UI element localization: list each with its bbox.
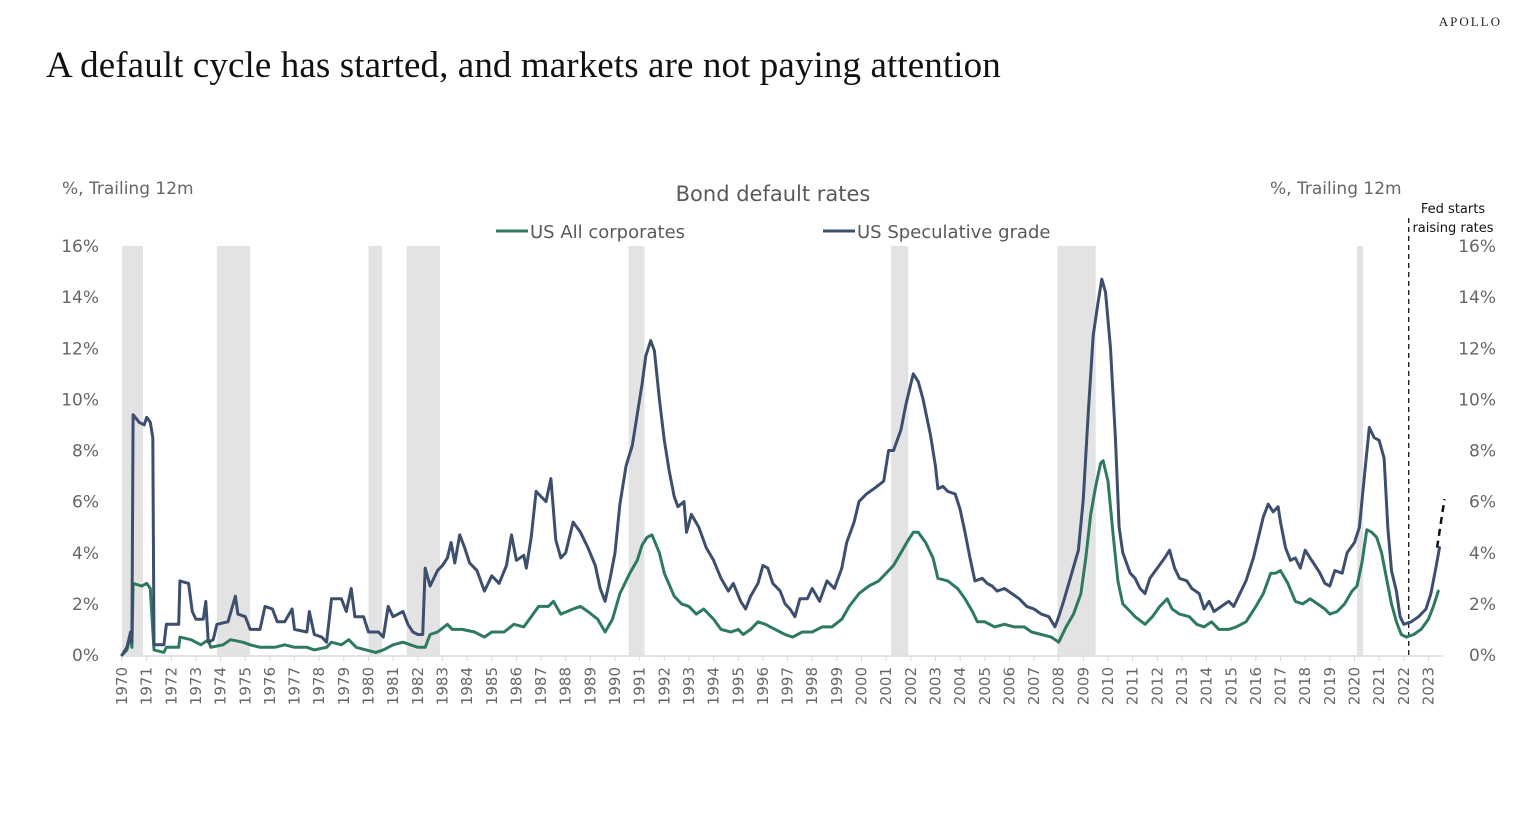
recession-band (216, 246, 251, 655)
series-lines (120, 277, 1441, 657)
x-tick-label: 2002 (902, 667, 920, 705)
x-tick-label: 1973 (187, 667, 205, 705)
x-tick-label: 1976 (261, 667, 279, 705)
y-tick-label-right: 6% (1469, 493, 1496, 513)
x-tick-label: 2012 (1148, 667, 1166, 705)
y-axis-left: 0% 2% 4% 6% 8% 10% 12% 14% 16% (61, 237, 99, 666)
x-tick-label: 1979 (335, 667, 353, 705)
x-tick-label: 2008 (1050, 667, 1068, 705)
x-tick-label: 1984 (458, 667, 476, 705)
x-tick-label: 2015 (1222, 667, 1240, 705)
x-tick-label: 1970 (113, 667, 131, 705)
x-axis: 1970 1971 1972 1973 1974 1975 1976 1977 1978 1979… (113, 656, 1437, 705)
recession-band (1057, 246, 1096, 655)
recession-band (1356, 246, 1364, 655)
right-axis-unit-label: %, Trailing 12m (1270, 179, 1402, 199)
recession-bands (122, 246, 1364, 655)
legend-label-speculative-grade: US Speculative grade (857, 222, 1050, 243)
fed-annotation-line1: Fed starts (1421, 202, 1485, 217)
x-tick-label: 1982 (409, 667, 427, 705)
x-tick-label: 1994 (705, 667, 723, 705)
x-tick-label: 1978 (310, 667, 328, 705)
y-axis-right: 0% 2% 4% 6% 8% 10% 12% 14% 16% (1458, 237, 1496, 666)
x-tick-label: 1972 (162, 667, 180, 705)
y-tick-label-left: 2% (72, 595, 99, 615)
x-tick-label: 2005 (976, 667, 994, 705)
x-tick-label: 1983 (433, 667, 451, 705)
y-tick-label-right: 2% (1469, 595, 1496, 615)
x-tick-label: 1981 (384, 667, 402, 705)
legend-label-all-corporates: US All corporates (530, 222, 685, 243)
x-tick-label: 1999 (828, 667, 846, 705)
x-tick-label: 2022 (1395, 667, 1413, 705)
recession-band (891, 246, 909, 655)
fed-annotation-line2: raising rates (1412, 221, 1493, 236)
x-tick-label: 1974 (212, 667, 230, 705)
x-tick-label: 1977 (286, 667, 304, 705)
x-tick-label: 1988 (557, 667, 575, 705)
x-tick-label: 1995 (729, 667, 747, 705)
x-tick-label: 1985 (483, 667, 501, 705)
x-tick-label: 2009 (1074, 667, 1092, 705)
legend-item-speculative-grade: US Speculative grade (823, 222, 1050, 243)
x-tick-label: 1997 (779, 667, 797, 705)
y-tick-label-left: 8% (72, 442, 99, 462)
x-tick-label: 1993 (680, 667, 698, 705)
y-tick-label-right: 16% (1458, 237, 1496, 257)
legend-item-all-corporates: US All corporates (496, 222, 685, 243)
x-tick-label: 2010 (1099, 667, 1117, 705)
recession-band (368, 246, 383, 655)
x-tick-label: 2004 (951, 667, 969, 705)
x-tick-label: 2017 (1272, 667, 1290, 705)
x-tick-label: 1989 (581, 667, 599, 705)
x-tick-label: 2011 (1124, 667, 1142, 705)
x-tick-label: 1992 (655, 667, 673, 705)
x-tick-label: 2007 (1025, 667, 1043, 705)
y-tick-label-right: 0% (1469, 646, 1496, 666)
x-tick-label: 1996 (754, 667, 772, 705)
x-tick-label: 2023 (1419, 667, 1437, 705)
y-tick-label-right: 10% (1458, 390, 1496, 410)
fed-annotation: Fed starts raising rates (1408, 202, 1494, 655)
x-tick-label: 2006 (1000, 667, 1018, 705)
y-tick-label-left: 10% (61, 390, 99, 410)
y-tick-label-left: 12% (61, 339, 99, 359)
projection-dashed-line (1435, 498, 1446, 548)
x-tick-label: 2021 (1370, 667, 1388, 705)
page-headline: A default cycle has started, and markets… (46, 45, 1001, 86)
x-tick-label: 1987 (532, 667, 550, 705)
x-tick-label: 2020 (1346, 667, 1364, 705)
x-tick-label: 1971 (138, 667, 156, 705)
x-tick-label: 2014 (1198, 667, 1216, 705)
x-tick-label: 2018 (1296, 667, 1314, 705)
y-tick-label-right: 8% (1469, 442, 1496, 462)
y-tick-label-left: 16% (61, 237, 99, 257)
left-axis-unit-label: %, Trailing 12m (62, 179, 194, 199)
x-tick-label: 1986 (507, 667, 525, 705)
y-tick-label-left: 4% (72, 544, 99, 564)
x-tick-label: 1975 (236, 667, 254, 705)
series-line-all-corporates (120, 459, 1440, 657)
x-tick-label: 1980 (360, 667, 378, 705)
brand-logo: APOLLO (1438, 14, 1502, 29)
y-tick-label-left: 14% (61, 288, 99, 308)
y-tick-label-right: 14% (1458, 288, 1496, 308)
x-tick-label: 1991 (631, 667, 649, 705)
x-tick-label: 2016 (1247, 667, 1265, 705)
y-tick-label-right: 12% (1458, 339, 1496, 359)
x-tick-label: 1998 (803, 667, 821, 705)
x-tick-label: 2003 (926, 667, 944, 705)
y-tick-label-left: 6% (72, 493, 99, 513)
x-tick-label: 1990 (606, 667, 624, 705)
x-tick-label: 2001 (877, 667, 895, 705)
x-tick-label: 2000 (853, 667, 871, 705)
x-tick-label: 2019 (1321, 667, 1339, 705)
series-line-speculative-grade (120, 277, 1441, 657)
y-tick-label-right: 4% (1469, 544, 1496, 564)
y-tick-label-left: 0% (72, 646, 99, 666)
x-tick-label: 2013 (1173, 667, 1191, 705)
chart-title: Bond default rates (676, 182, 871, 206)
legend: US All corporates US Speculative grade (496, 222, 1050, 243)
